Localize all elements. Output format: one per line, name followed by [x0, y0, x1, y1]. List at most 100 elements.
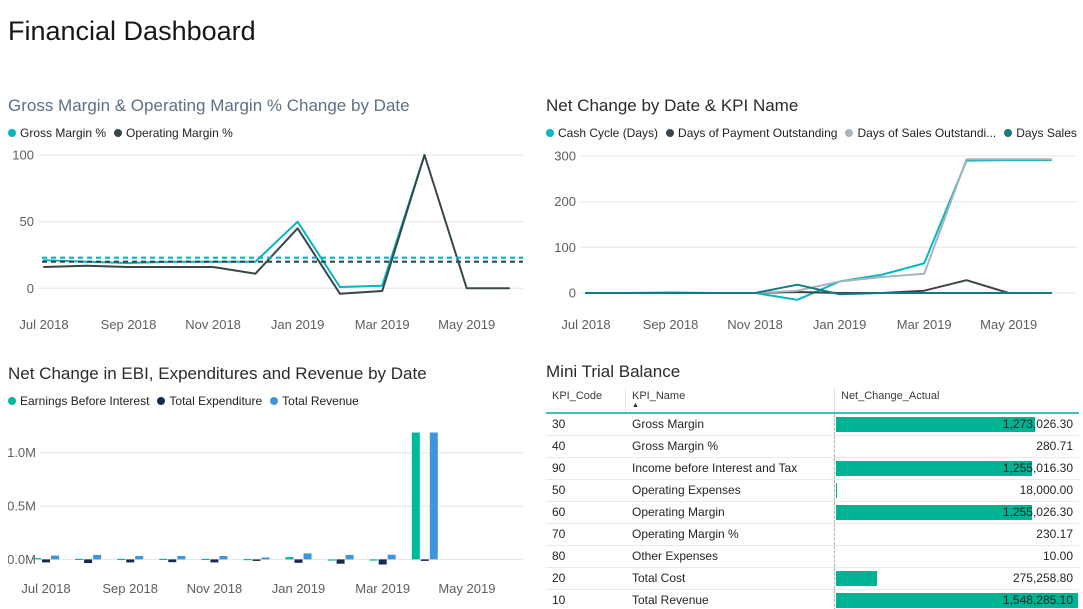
- legend-item[interactable]: Total Expenditure: [157, 394, 262, 408]
- table-row[interactable]: 20 Total Cost 275,258.80: [546, 568, 1079, 590]
- net-change-value: 1,255,026.30: [1002, 505, 1073, 519]
- bar[interactable]: [294, 559, 303, 563]
- line-chart-margin-plot[interactable]: 0 50 100 Jul 2018 Sep 2018 Nov 2018 Jan 2019 Ma…: [8, 143, 525, 339]
- net-change-value: 18,000.00: [1019, 483, 1073, 497]
- bar[interactable]: [303, 553, 312, 560]
- table-row[interactable]: 60 Operating Margin 1,255,026.30: [546, 502, 1079, 524]
- bar[interactable]: [117, 558, 126, 560]
- bar[interactable]: [51, 555, 59, 560]
- bar[interactable]: [42, 559, 50, 563]
- bar[interactable]: [336, 559, 345, 564]
- bar[interactable]: [369, 559, 378, 561]
- bar[interactable]: [429, 432, 438, 560]
- bar[interactable]: [135, 556, 144, 560]
- bar-chart-plot[interactable]: 0.0M 0.5M 1.0M Jul 2018 Sep 2018 Nov 2018 Jan …: [8, 411, 525, 603]
- net-change-value: 1,273,026.30: [1002, 417, 1073, 431]
- series-line[interactable]: [585, 158, 1052, 294]
- y-axis-label: 200: [554, 194, 576, 209]
- bar[interactable]: [411, 432, 420, 560]
- net-change-kpi-line[interactable]: 0 100 200 300 Jul 2018 Sep 2018 Nov 2018 Jan 20…: [546, 143, 1079, 339]
- ebi-expenditure-revenue-bar[interactable]: 0.0M 0.5M 1.0M Jul 2018 Sep 2018 Nov 2018 Jan …: [8, 411, 525, 603]
- column-header-label: KPI_Code: [552, 390, 603, 402]
- column-header-kpi_code[interactable]: KPI_Code: [546, 388, 626, 412]
- data-bar: [836, 505, 1032, 520]
- bar[interactable]: [159, 558, 168, 560]
- x-axis-label: Nov 2018: [187, 581, 243, 596]
- legend-dot-icon: [546, 129, 554, 137]
- bar[interactable]: [126, 559, 135, 563]
- column-header-kpi_name[interactable]: KPI_Name ▲: [626, 388, 834, 412]
- table-title: Mini Trial Balance: [546, 362, 681, 381]
- bar[interactable]: [177, 556, 186, 560]
- legend-item[interactable]: Total Revenue: [270, 394, 359, 408]
- legend-dot-icon: [1004, 129, 1013, 137]
- table-row[interactable]: 70 Operating Margin % 230.17: [546, 524, 1079, 546]
- bar[interactable]: [387, 554, 396, 560]
- kpi-code-cell: 40: [552, 439, 566, 453]
- legend-item[interactable]: Gross Margin %: [8, 126, 106, 140]
- data-bar: [836, 461, 1032, 476]
- legend-item[interactable]: Days Sales of Inve...: [1004, 126, 1079, 140]
- kpi-code-cell: 50: [552, 483, 566, 497]
- bar[interactable]: [378, 559, 387, 565]
- kpi-name-cell: Operating Margin: [632, 505, 725, 519]
- table-row[interactable]: 50 Operating Expenses 18,000.00: [546, 480, 1079, 502]
- table-row[interactable]: 10 Total Revenue 1,548,285.10: [546, 590, 1079, 609]
- legend-label: Earnings Before Interest: [20, 394, 150, 408]
- chart-legend: Cash Cycle (Days) Days of Payment Outstan…: [546, 125, 1079, 141]
- kpi-code-cell: 70: [552, 527, 566, 541]
- legend-item[interactable]: Days of Sales Outstandi...: [845, 126, 996, 140]
- series-line[interactable]: [585, 159, 1052, 301]
- legend-item[interactable]: Days of Payment Outstanding: [666, 126, 837, 140]
- bar[interactable]: [84, 559, 93, 563]
- bar[interactable]: [420, 559, 429, 561]
- x-axis-label: Sep 2018: [101, 317, 157, 332]
- chart-legend: Gross Margin % Operating Margin %: [8, 125, 525, 141]
- bar[interactable]: [75, 558, 84, 560]
- x-axis-label: Mar 2019: [355, 317, 410, 332]
- legend-label: Gross Margin %: [20, 126, 107, 140]
- gross-operating-margin-line[interactable]: 0 50 100 Jul 2018 Sep 2018 Nov 2018 Jan 2019 Ma…: [8, 143, 525, 339]
- y-axis-label: 0.5M: [8, 499, 36, 514]
- bar[interactable]: [168, 559, 177, 563]
- legend-item[interactable]: Operating Margin %: [114, 126, 233, 140]
- kpi-name-cell: Income before Interest and Tax: [632, 461, 798, 475]
- chart-title-net-change-kpi: Net Change by Date & KPI Name: [546, 96, 799, 115]
- y-axis-label: 50: [20, 214, 34, 229]
- bar[interactable]: [33, 558, 41, 560]
- chart-title-ebi-expenditure-revenue: Net Change in EBI, Expenditures and Reve…: [8, 364, 427, 383]
- series-line[interactable]: [585, 283, 1052, 296]
- bar[interactable]: [243, 559, 252, 561]
- column-header-net_change_actual[interactable]: Net_Change_Actual: [834, 388, 1079, 412]
- x-axis-label: Jul 2018: [21, 581, 70, 596]
- table-row[interactable]: 90 Income before Interest and Tax 1,255,01…: [546, 458, 1079, 480]
- line-chart-kpi-plot[interactable]: 0 100 200 300 Jul 2018 Sep 2018 Nov 2018 Jan 20…: [546, 143, 1079, 339]
- bar[interactable]: [210, 559, 219, 563]
- column-header-label: KPI_Name: [632, 390, 686, 402]
- table-row[interactable]: 30 Gross Margin 1,273,026.30: [546, 414, 1079, 436]
- x-axis-label: Sep 2018: [102, 581, 158, 596]
- bar[interactable]: [219, 556, 228, 560]
- bar[interactable]: [252, 559, 261, 561]
- data-bar: [836, 417, 1035, 432]
- table-row[interactable]: 80 Other Expenses 10.00: [546, 546, 1079, 568]
- net-change-value: 275,258.80: [1012, 571, 1073, 585]
- net-change-cell: 230.17: [834, 524, 1079, 545]
- legend-item[interactable]: Earnings Before Interest: [8, 394, 149, 408]
- x-axis-label: May 2019: [438, 581, 495, 596]
- bar[interactable]: [201, 558, 210, 560]
- table-row[interactable]: 40 Gross Margin % 280.71: [546, 436, 1079, 458]
- bar[interactable]: [261, 557, 270, 560]
- bar[interactable]: [93, 554, 102, 560]
- bar[interactable]: [327, 559, 336, 561]
- series-line[interactable]: [43, 154, 426, 288]
- net-change-value: 1,255,016.30: [1002, 461, 1073, 475]
- bar[interactable]: [345, 554, 354, 560]
- net-change-cell: 280.71: [834, 436, 1079, 457]
- legend-item[interactable]: Cash Cycle (Days): [546, 126, 658, 140]
- series-line[interactable]: [43, 154, 510, 295]
- legend-label: Cash Cycle (Days): [558, 126, 659, 140]
- bar[interactable]: [285, 557, 294, 560]
- column-header-label: Net_Change_Actual: [841, 390, 940, 402]
